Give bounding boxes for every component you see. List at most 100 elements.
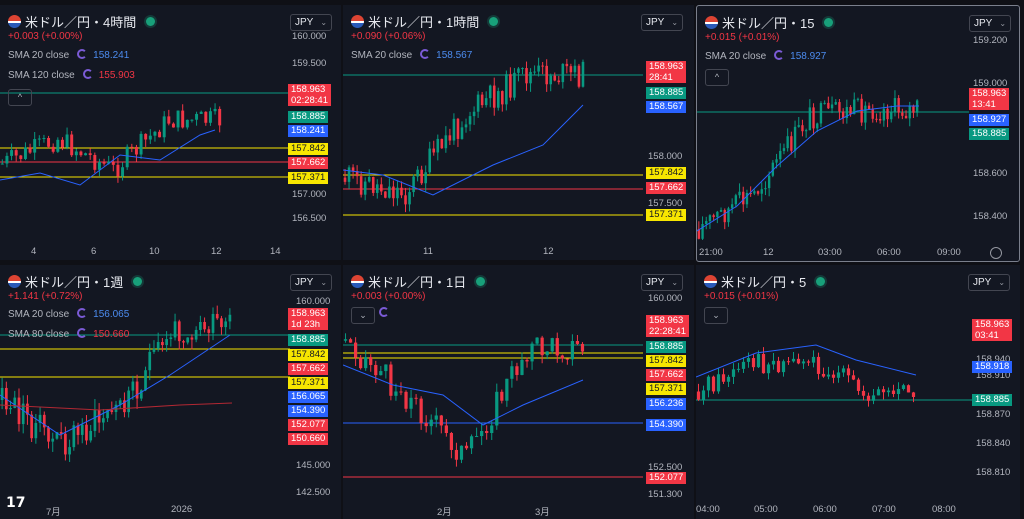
x-tick: 21:00 — [699, 247, 723, 258]
candle-body — [580, 343, 585, 352]
usd-jpy-flag-icon — [351, 15, 364, 28]
candle-body — [375, 184, 379, 193]
candle-body — [881, 389, 886, 393]
currency-selector[interactable]: JPY ⌄ — [290, 14, 333, 31]
candle-body — [529, 71, 532, 84]
candle-body — [439, 415, 443, 426]
price-tag: 157.371 — [646, 383, 687, 395]
price-tag: 158.885 — [646, 87, 687, 99]
y-tick: 158.840 — [976, 438, 1011, 449]
candle-body — [517, 68, 520, 73]
candle-body — [791, 358, 796, 362]
indicator-toggle[interactable] — [379, 307, 395, 319]
candle-body — [72, 425, 76, 448]
currency-selector[interactable]: JPY ⌄ — [290, 274, 333, 291]
y-tick: 156.500 — [292, 213, 327, 224]
indicator-settings-icon[interactable] — [77, 308, 88, 318]
candle-body — [404, 391, 408, 409]
candle-body — [573, 65, 577, 73]
candle-body — [102, 162, 106, 164]
candle-body — [177, 321, 181, 342]
chart-panel-1h[interactable]: 米ドル／円・1時間 +0.090 (+0.06%) SMA 20 close 15… — [343, 5, 694, 260]
indicator-sma20[interactable]: SMA 20 close 158.241 — [8, 49, 130, 61]
candle-body — [896, 388, 901, 395]
price-tag: 158.241 — [288, 125, 329, 137]
indicator-sma20[interactable]: SMA 20 close 158.927 — [705, 50, 827, 62]
candle-body — [428, 148, 432, 173]
collapse-legend-button[interactable]: ^ — [705, 69, 729, 86]
candle-body — [472, 111, 476, 117]
indicator-settings-icon[interactable] — [774, 50, 785, 60]
candle-body — [711, 376, 716, 392]
candle-body — [85, 424, 88, 441]
candle-body — [806, 361, 811, 363]
indicator-settings-icon[interactable] — [420, 49, 431, 59]
candle-body — [520, 359, 524, 375]
candle-body — [123, 400, 126, 413]
y-tick: 157.500 — [648, 198, 683, 209]
indicator-settings-icon[interactable] — [379, 307, 389, 317]
indicator-sma20[interactable]: SMA 20 close 156.065 — [8, 308, 130, 320]
candle-body — [220, 318, 223, 328]
collapse-legend-button[interactable]: ^ — [8, 89, 32, 106]
candle-body — [388, 186, 391, 198]
market-open-icon — [816, 277, 826, 286]
chart-panel-15m[interactable]: 米ドル／円・15 +0.015 (+0.01%) SMA 20 close 158… — [696, 5, 1020, 262]
indicator-sma20[interactable]: SMA 20 close 158.567 — [351, 49, 473, 61]
price-tag: 157.371 — [288, 172, 329, 184]
candle-body — [218, 108, 222, 126]
indicator-sma120[interactable]: SMA 120 close 155.903 — [8, 69, 135, 81]
indicator-settings-icon[interactable] — [82, 69, 93, 79]
indicator-settings-icon[interactable] — [77, 49, 88, 59]
chart-layer — [0, 92, 292, 186]
candle-body — [203, 322, 206, 330]
indicator-settings-icon[interactable] — [77, 328, 88, 338]
candle-body — [367, 177, 371, 182]
x-tick: 7月 — [46, 507, 61, 518]
indicator-sma80[interactable]: SMA 80 close 150.660 — [8, 328, 130, 340]
candle-body — [416, 169, 419, 177]
candle-body — [374, 364, 378, 376]
chart-panel-5m[interactable]: 米ドル／円・5 +0.015 (+0.01%) ⌄ JPY ⌄ 158.940 1… — [696, 265, 1020, 519]
x-tick: 07:00 — [872, 504, 896, 515]
candle-body — [501, 91, 504, 105]
candle-body — [84, 153, 88, 156]
expand-legend-button[interactable]: ⌄ — [351, 307, 375, 324]
candle-body — [766, 364, 771, 374]
candle-body — [47, 138, 51, 147]
candle-body — [878, 118, 882, 121]
candle-body — [165, 339, 168, 346]
sma-long-line — [0, 402, 233, 411]
candle-body — [901, 112, 904, 116]
chart-settings-icon[interactable] — [990, 247, 1002, 259]
candle-body — [355, 171, 359, 177]
x-tick: 4 — [31, 246, 37, 257]
tradingview-logo[interactable]: 17 — [6, 495, 26, 511]
candle-body — [540, 337, 544, 356]
candle-body — [801, 361, 806, 364]
currency-selector[interactable]: JPY ⌄ — [641, 274, 684, 291]
candle-body — [821, 373, 826, 377]
x-tick: 06:00 — [813, 504, 837, 515]
currency-selector[interactable]: JPY ⌄ — [969, 15, 1012, 32]
price-tag: 158.885 — [288, 334, 329, 346]
y-tick: 158.870 — [976, 409, 1011, 420]
candle-body — [392, 186, 395, 199]
candle-body — [89, 430, 93, 441]
expand-legend-button[interactable]: ⌄ — [704, 307, 728, 324]
candle-body — [569, 66, 573, 73]
chart-panel-1d[interactable]: 米ドル／円・1日 +0.003 (+0.00%) ⌄ JPY ⌄ 160.000 … — [343, 265, 694, 519]
candle-body — [831, 374, 836, 378]
chart-panel-4h[interactable]: 米ドル／円・4時間 +0.003 (+0.00%) SMA 20 close 15… — [0, 5, 341, 260]
candle-body — [171, 123, 175, 128]
currency-selector[interactable]: JPY ⌄ — [641, 14, 684, 31]
candle-body — [107, 161, 111, 164]
candle-body — [841, 111, 845, 118]
candle-body — [904, 115, 908, 119]
chart-panel-1w[interactable]: 米ドル／円・1週 +1.141 (+0.72%) SMA 20 close 156… — [0, 265, 341, 519]
candle-body — [701, 224, 704, 239]
candle-body — [51, 146, 55, 152]
currency-selector[interactable]: JPY ⌄ — [968, 274, 1011, 291]
candle-body — [369, 357, 373, 365]
sma-line — [343, 104, 584, 196]
